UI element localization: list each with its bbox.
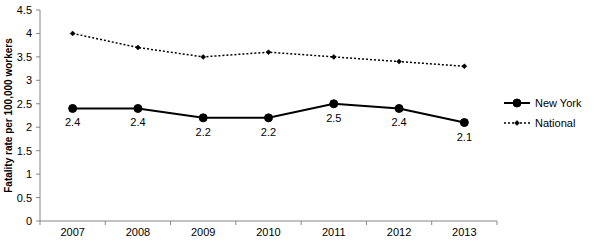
x-tick-label: 2007 <box>60 226 84 238</box>
y-tick <box>36 10 40 11</box>
data-label: 2.4 <box>130 116 145 128</box>
y-tick-label: 4.5 <box>17 4 32 16</box>
y-tick-label: 3.5 <box>17 51 32 63</box>
y-tick <box>36 127 40 128</box>
legend-label: New York <box>535 97 582 109</box>
y-tick-label: 2.5 <box>17 98 32 110</box>
y-tick <box>36 221 40 222</box>
y-axis-label: Fatality rate per 100,000 workers <box>3 38 14 193</box>
marker <box>395 104 403 112</box>
y-tick-label: 0 <box>26 215 32 227</box>
marker <box>460 119 468 127</box>
y-tick <box>36 80 40 81</box>
marker <box>266 50 271 55</box>
marker <box>265 114 273 122</box>
x-tick <box>366 221 367 225</box>
y-tick <box>36 197 40 198</box>
marker <box>513 99 521 107</box>
x-tick <box>170 221 171 225</box>
marker <box>135 45 140 50</box>
marker <box>397 59 402 64</box>
x-tick-label: 2009 <box>191 226 215 238</box>
marker <box>515 121 520 126</box>
data-label: 2.1 <box>457 131 472 143</box>
marker <box>201 54 206 59</box>
data-label: 2.2 <box>261 126 276 138</box>
marker <box>330 100 338 108</box>
series-line <box>73 33 465 66</box>
x-tick-label: 2012 <box>387 226 411 238</box>
y-tick-label: 1 <box>26 168 32 180</box>
marker <box>69 104 77 112</box>
x-tick-label: 2013 <box>452 226 476 238</box>
marker <box>70 31 75 36</box>
x-tick <box>105 221 106 225</box>
data-label: 2.4 <box>65 116 80 128</box>
y-tick-label: 2 <box>26 121 32 133</box>
x-tick-label: 2011 <box>322 226 346 238</box>
plot-area <box>69 31 469 127</box>
marker <box>199 114 207 122</box>
x-tick-label: 2010 <box>256 226 280 238</box>
legend: New York National <box>504 97 582 129</box>
y-tick <box>36 33 40 34</box>
y-tick <box>36 150 40 151</box>
y-tick-label: 1.5 <box>17 145 32 157</box>
y-tick-label: 4 <box>26 27 32 39</box>
x-tick <box>235 221 236 225</box>
marker <box>462 64 467 69</box>
marker <box>134 104 142 112</box>
y-tick-label: 0.5 <box>17 192 32 204</box>
data-labels: 2.4 2.4 2.2 2.2 2.5 2.4 2.1 <box>65 112 472 143</box>
y-tick-label: 3 <box>26 74 32 86</box>
x-tick <box>497 221 498 225</box>
y-axis <box>40 10 41 221</box>
data-label: 2.4 <box>391 116 406 128</box>
x-axis <box>40 221 497 222</box>
data-label: 2.5 <box>326 112 341 124</box>
x-tick <box>301 221 302 225</box>
y-tick <box>36 103 40 104</box>
x-tick <box>40 221 41 225</box>
x-tick-label: 2008 <box>126 226 150 238</box>
y-tick <box>36 56 40 57</box>
x-tick <box>431 221 432 225</box>
marker <box>331 54 336 59</box>
legend-label: National <box>535 117 575 129</box>
data-label: 2.2 <box>196 126 211 138</box>
chart: 0 0.5 1 1.5 2 2.5 3 3.5 4 4.5 2007 2008 2009 2010 2011… <box>0 0 600 245</box>
y-tick <box>36 174 40 175</box>
